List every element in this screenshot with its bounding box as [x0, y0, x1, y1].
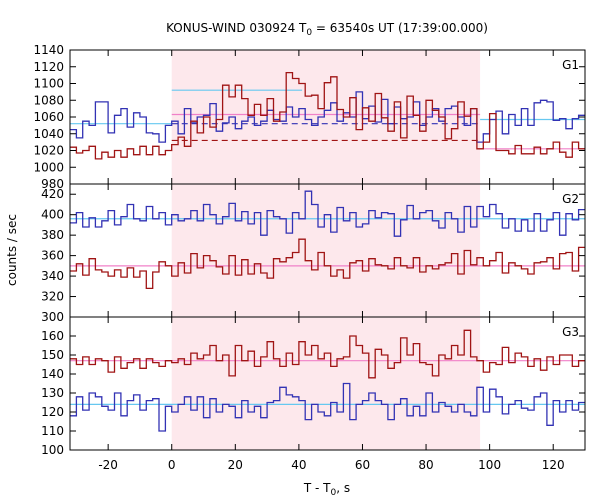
panel-g1-y-tick-label: 1120: [33, 60, 64, 74]
panel-g1-y-tick-label: 1000: [33, 160, 64, 174]
chart-title: KONUS-WIND 030924 T0 = 63540s UT (17:39:…: [166, 21, 488, 38]
panel-g2-y-tick-label: 420: [41, 187, 64, 201]
panel-g3-name-label: G3: [562, 325, 579, 339]
panel-g1-y-tick-label: 1100: [33, 77, 64, 91]
panel-g1-y-tick-label: 1060: [33, 110, 64, 124]
x-axis-label-subscript: 0: [331, 488, 337, 498]
panel-g1-y-tick-label: 1040: [33, 127, 64, 141]
panel-g2-y-tick-label: 320: [41, 290, 64, 304]
panel-g2-y-tick-label: 360: [41, 249, 64, 263]
panel-g2-red-series: [70, 238, 585, 290]
x-tick-label: 60: [355, 458, 370, 472]
panel-g3-y-tick-label: 130: [41, 386, 64, 400]
y-axis-label: counts / sec: [5, 214, 19, 286]
chart-title-subscript: 0: [306, 28, 312, 38]
x-axis-label-main: T - T: [303, 481, 331, 495]
x-tick-label: 0: [168, 458, 176, 472]
panel-g3-frame: [69, 316, 586, 451]
x-tick-label: 20: [228, 458, 243, 472]
panel-g1-name-label: G1: [562, 58, 579, 72]
panel-g3-y-tick-label: 110: [41, 424, 64, 438]
panel-g1-y-tick-label: 980: [41, 177, 64, 191]
x-tick-label: 40: [291, 458, 306, 472]
panel-g2-blue-series: [70, 190, 585, 237]
chart-title-rest: = 63540s UT (17:39:00.000): [312, 21, 488, 35]
panel-g3-y-tick-label: 140: [41, 367, 64, 381]
x-tick-label: 80: [418, 458, 433, 472]
panel-g2-y-tick-label: 380: [41, 228, 64, 242]
panel-g2-y-tick-label: 300: [41, 310, 64, 324]
plot-layer: 98010001020104010601080110011201140G1300…: [33, 43, 586, 472]
panel-g2-y-tick-label: 400: [41, 208, 64, 222]
panel-g3-y-tick-label: 120: [41, 405, 64, 419]
panel-g2-y-tick-label: 340: [41, 269, 64, 283]
panel-g3-blue-series: [70, 382, 585, 432]
x-tick-label: -20: [98, 458, 118, 472]
x-tick-label: 120: [542, 458, 565, 472]
x-axis-label-rest: , s: [336, 481, 350, 495]
panel-g2-name-label: G2: [562, 192, 579, 206]
panel-g1-y-tick-label: 1080: [33, 93, 64, 107]
panel-g3-y-tick-label: 160: [41, 329, 64, 343]
panel-g1-blue-series: [70, 91, 585, 143]
panel-g1-y-tick-label: 1020: [33, 144, 64, 158]
x-tick-label: 100: [478, 458, 501, 472]
panel-g1-y-tick-label: 1140: [33, 43, 64, 57]
panel-g3-y-tick-label: 100: [41, 443, 64, 457]
panel-g3-red-series: [70, 329, 585, 379]
panel-g3-y-tick-label: 150: [41, 348, 64, 362]
chart-title-main: KONUS-WIND 030924 T: [166, 21, 307, 35]
x-axis-label: T - T0, s: [303, 481, 350, 498]
panel-g1-red-series: [70, 71, 585, 160]
